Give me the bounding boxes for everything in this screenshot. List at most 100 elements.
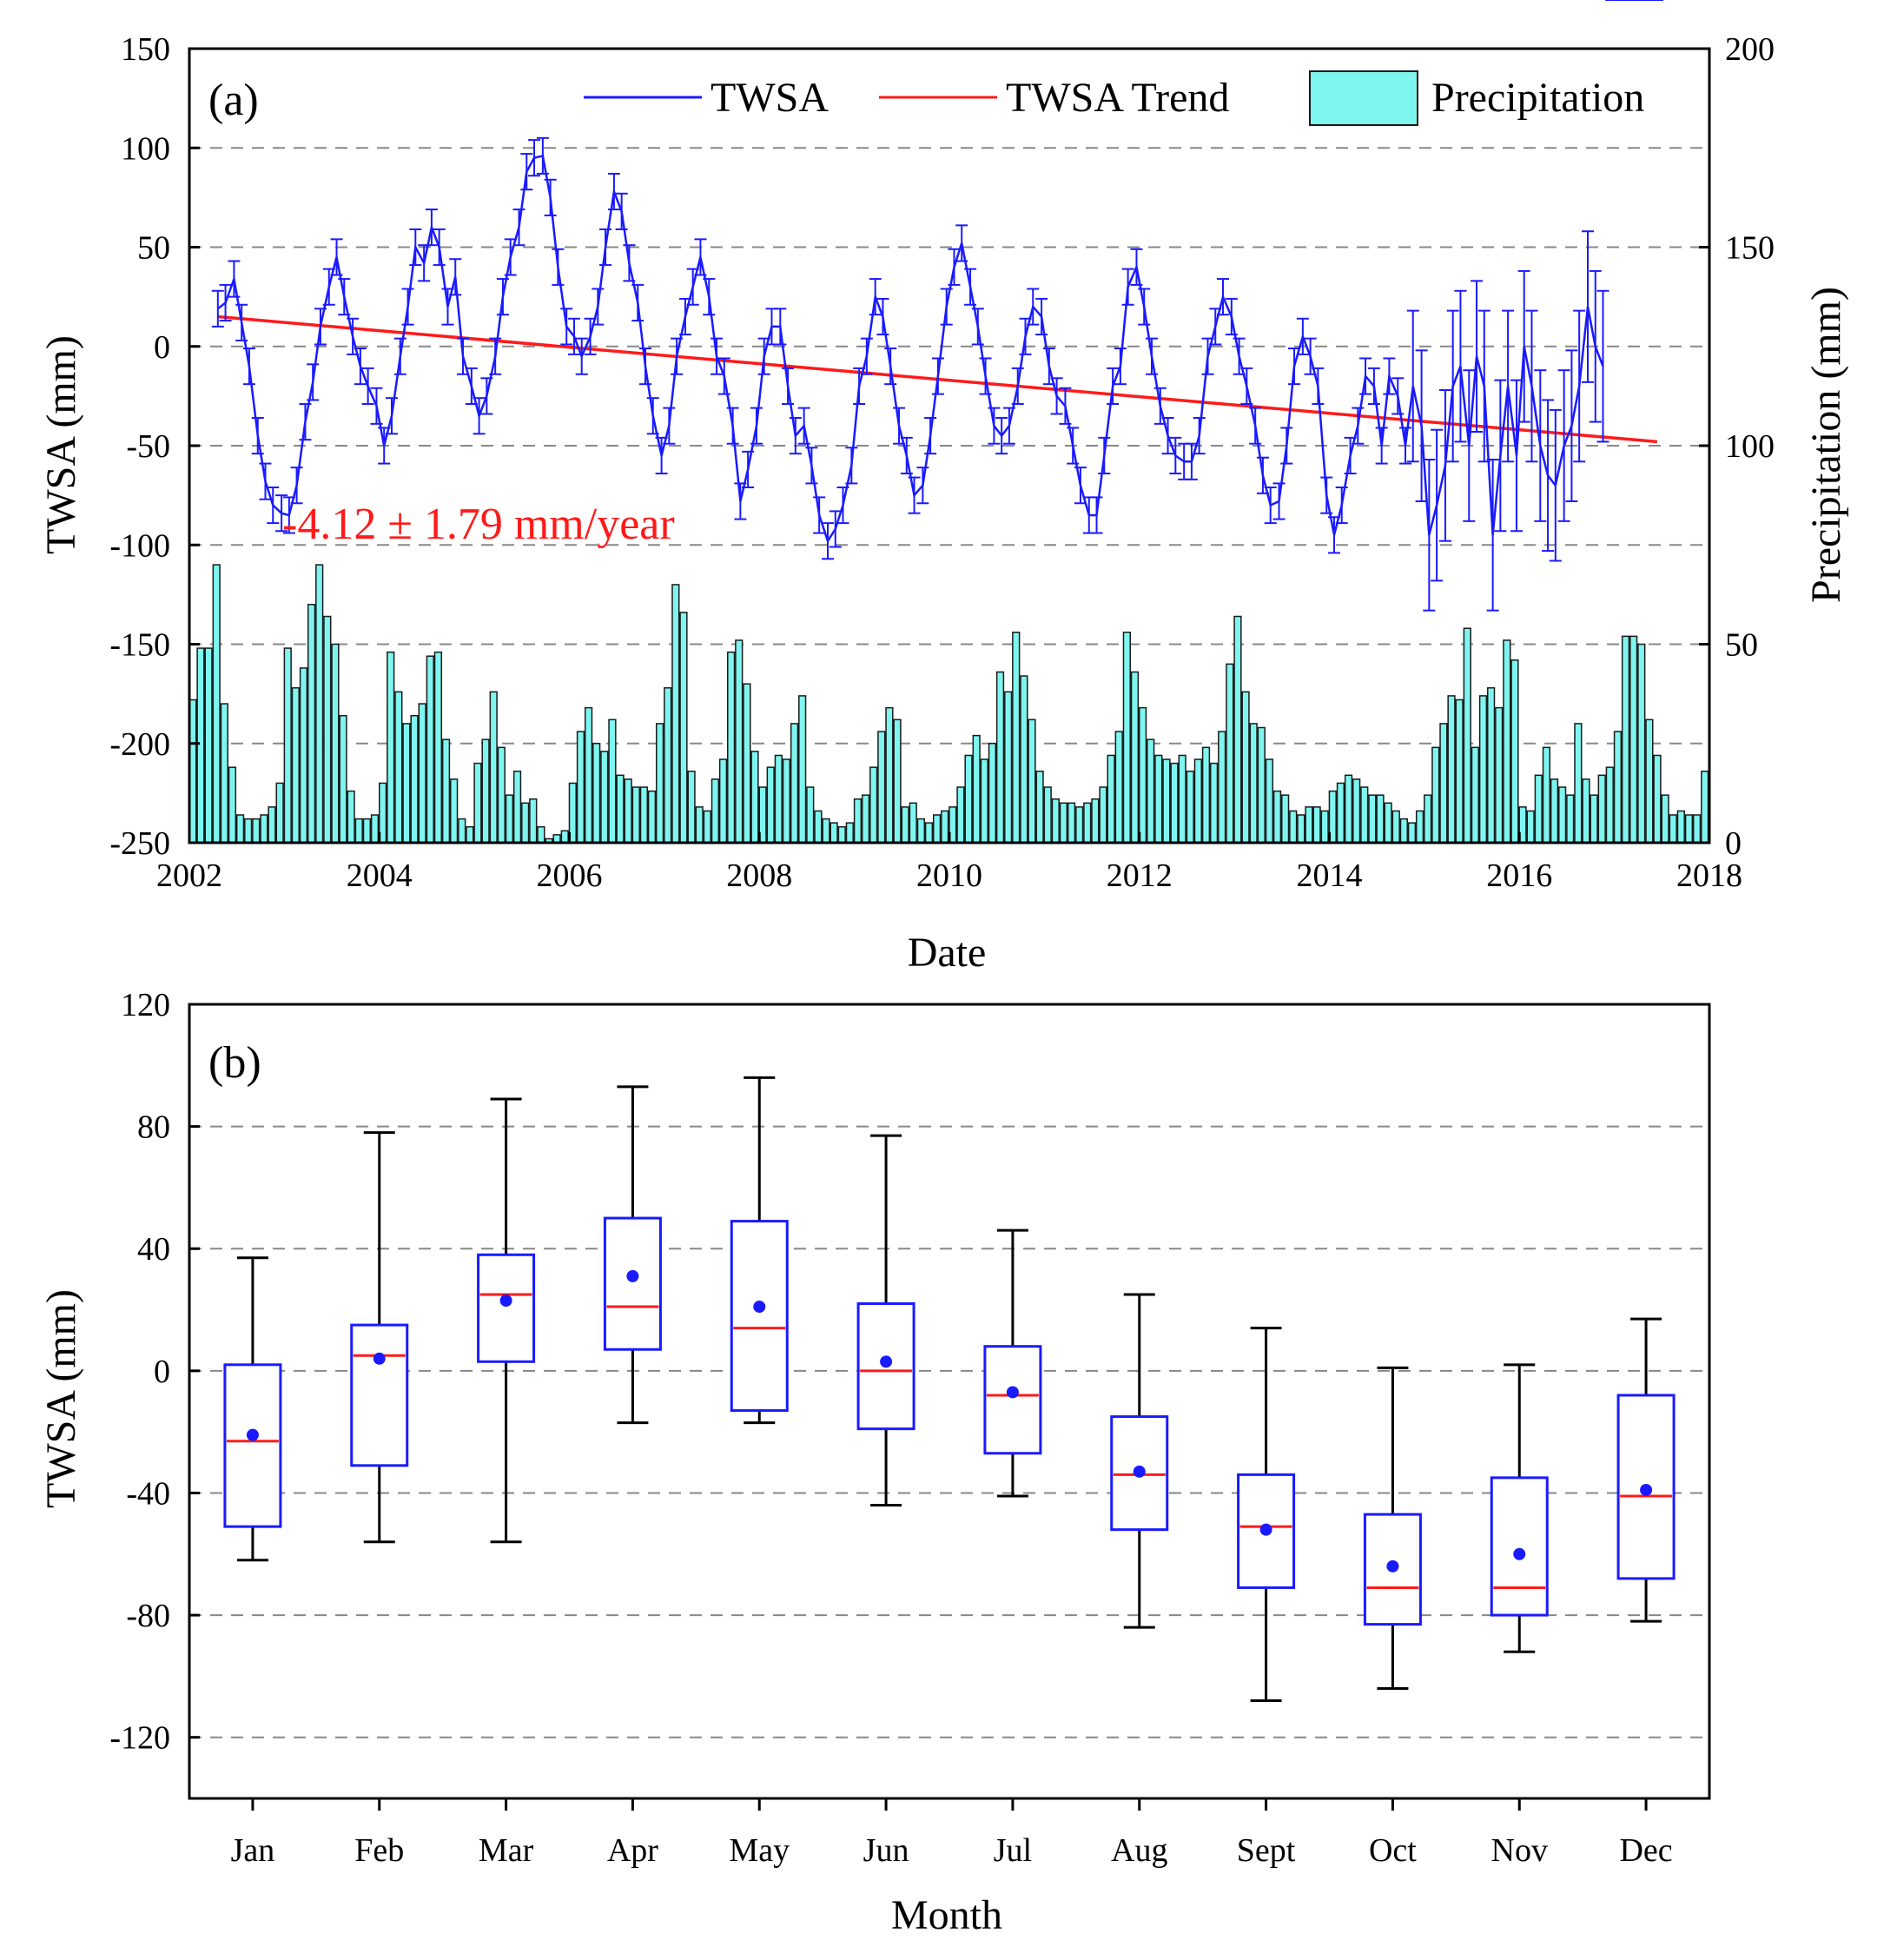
- x-tick-label: Sept: [1237, 1832, 1296, 1869]
- twsa-series: [211, 0, 1663, 612]
- precipitation-bar: [441, 738, 451, 844]
- precipitation-bar: [806, 786, 815, 844]
- x-tick-label: 2016: [1486, 858, 1552, 894]
- y-left-tick-label: -200: [109, 726, 170, 763]
- precipitation-bar: [1336, 782, 1345, 844]
- box-mean: [880, 1355, 893, 1368]
- precipitation-bar: [1107, 754, 1115, 844]
- precipitation-bar: [924, 822, 934, 844]
- precipitation-bar: [323, 615, 332, 844]
- precipitation-bar: [679, 612, 688, 844]
- precipitation-bar: [1550, 778, 1559, 844]
- precipitation-bar: [1503, 639, 1511, 844]
- precipitation-bar: [1162, 758, 1171, 844]
- precipitation-bar: [235, 814, 245, 844]
- box-iqr: [1490, 1476, 1549, 1617]
- precipitation-bar: [1051, 798, 1060, 844]
- precipitation-bar: [1684, 814, 1694, 844]
- precipitation-bar: [703, 810, 711, 844]
- precipitation-bar: [1226, 663, 1234, 844]
- precipitation-bar: [1241, 691, 1250, 844]
- precipitation-bar: [529, 798, 538, 844]
- x-tick-label: 2010: [916, 858, 982, 894]
- precipitation-bar: [1035, 770, 1044, 844]
- precipitation-bar: [774, 754, 783, 844]
- x-tick-label: Jun: [863, 1832, 909, 1869]
- precipitation-bar: [1130, 671, 1140, 844]
- precipitation-bar: [1289, 810, 1298, 844]
- precipitation-bar: [1447, 695, 1456, 844]
- precipitation-bar: [1439, 723, 1448, 844]
- precipitation-bar: [1376, 794, 1385, 844]
- precipitation-bar: [655, 723, 664, 844]
- boxplots: [223, 1076, 1676, 1703]
- precipitation-bar: [639, 786, 649, 844]
- precipitation-bar: [1526, 810, 1535, 844]
- precipitation-bar: [354, 818, 363, 844]
- precipitation-bar: [1004, 691, 1013, 844]
- box-mean: [1640, 1483, 1653, 1496]
- panel-b: Jan Feb Mar Apr May Jun Jul Aug Sept Oct Nov Dec 120…: [38, 987, 1711, 1938]
- box-mean: [626, 1269, 639, 1282]
- precipitation-bar: [1265, 758, 1274, 844]
- precipitation-bar: [1312, 806, 1321, 844]
- precipitation-bar: [972, 734, 981, 844]
- panel-a: 2002 2004 2006 2008 2010 2012 2014 2016 2018 150 1…: [38, 0, 1849, 976]
- box-iqr: [223, 1363, 282, 1528]
- precipitation-bar: [394, 691, 403, 844]
- x-tick-label: 2012: [1107, 858, 1173, 894]
- precipitation-bar: [228, 766, 237, 844]
- box-feb: [350, 1131, 409, 1544]
- box-mar: [477, 1097, 536, 1544]
- precipitation-bar: [861, 794, 870, 844]
- panel-b-grid: [189, 1125, 1709, 1738]
- legend-twsa-label: TWSA: [711, 75, 829, 121]
- precipitation-bar: [1701, 770, 1709, 844]
- precipitation-bar: [1669, 814, 1677, 844]
- precipitation-bar: [307, 604, 316, 844]
- box-may: [730, 1076, 789, 1425]
- precipitation-bar: [790, 723, 799, 844]
- x-tick-label: Oct: [1369, 1832, 1417, 1869]
- precipitation-bar: [1043, 786, 1052, 844]
- box-apr: [603, 1085, 662, 1425]
- precipitation-bar: [909, 802, 917, 844]
- precipitation-bar: [1218, 731, 1226, 844]
- precipitation-bar: [466, 825, 474, 844]
- precipitation-bar: [1233, 615, 1242, 844]
- x-tick-label: 2006: [537, 858, 603, 894]
- y-left-tick-label: 150: [121, 31, 170, 68]
- precipitation-bar: [1621, 635, 1630, 844]
- precipitation-bar: [1431, 746, 1440, 844]
- precipitation-bar: [1399, 818, 1408, 844]
- y-left-tick-label: 0: [154, 329, 170, 366]
- precipitation-bar: [1059, 802, 1068, 844]
- precipitation-bar: [1083, 802, 1092, 844]
- precipitation-bar: [1558, 786, 1567, 844]
- y-tick-label: -120: [109, 1720, 170, 1757]
- precipitation-bar: [687, 770, 696, 844]
- box-jul: [983, 1228, 1042, 1498]
- precipitation-bar: [481, 738, 490, 844]
- box-oct: [1363, 1366, 1422, 1690]
- box-iqr: [983, 1345, 1042, 1455]
- precipitation-bar: [1455, 699, 1464, 844]
- precipitation-bar: [1424, 794, 1432, 844]
- x-tick-label: Jul: [994, 1832, 1032, 1869]
- precipitation-bar: [537, 825, 545, 844]
- precipitation-bar: [782, 758, 791, 844]
- precipitation-bar: [244, 818, 253, 844]
- precipitation-bar: [212, 564, 221, 844]
- precipitation-bar: [837, 825, 846, 844]
- precipitation-bar: [1186, 770, 1194, 844]
- precipitation-bar: [980, 758, 988, 844]
- x-tick-label: Mar: [479, 1832, 534, 1869]
- y-right-tick-label: 0: [1725, 825, 1742, 862]
- precipitation-bar: [299, 667, 308, 844]
- precipitation-bar: [347, 790, 355, 844]
- precipitation-bar: [1597, 774, 1606, 844]
- panel-a-legend: TWSA TWSA Trend Precipitation: [584, 70, 1644, 126]
- precipitation-bar: [1075, 806, 1084, 844]
- x-tick-label: 2014: [1297, 858, 1363, 894]
- precipitation-bar: [1613, 731, 1623, 844]
